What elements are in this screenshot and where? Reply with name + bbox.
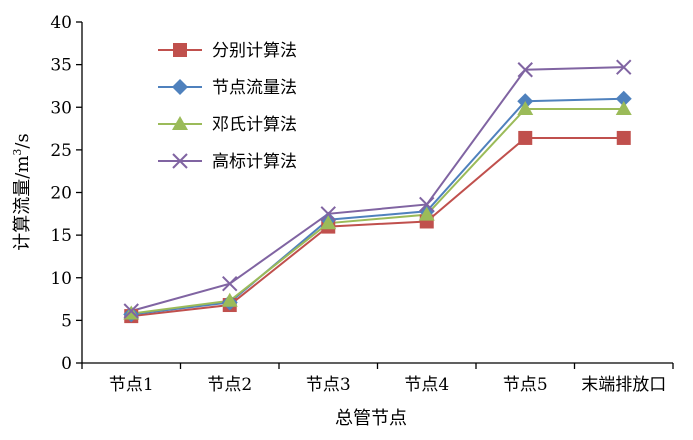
marker-diamond xyxy=(172,79,188,95)
marker-triangle xyxy=(615,100,632,115)
x-tick-label: 末端排放口 xyxy=(581,375,666,395)
marker-square xyxy=(173,43,187,57)
y-axis-title-sup: 3 xyxy=(11,149,24,156)
marker-x xyxy=(222,276,238,292)
marker-triangle xyxy=(517,100,534,115)
y-tick-label: 25 xyxy=(50,141,72,161)
series-line xyxy=(130,66,624,312)
y-tick-label: 30 xyxy=(50,98,72,118)
marker-x-stroke xyxy=(123,303,139,319)
y-tick-label: 5 xyxy=(61,311,72,331)
marker-x-stroke xyxy=(419,196,435,213)
x-tick-label: 节点4 xyxy=(404,375,449,395)
series-markers xyxy=(123,59,632,324)
marker-triangle xyxy=(172,116,188,130)
marker-square xyxy=(616,130,631,145)
legend-label: 高标计算法 xyxy=(212,152,297,172)
legend-label: 邓氏计算法 xyxy=(212,115,297,135)
marker-triangle xyxy=(320,215,337,230)
y-axis-title-main: 计算流量/m xyxy=(12,156,33,251)
y-axis-title-tail: /s xyxy=(12,133,33,148)
marker-x-stroke xyxy=(172,153,188,169)
x-tick-label: 节点3 xyxy=(306,375,351,395)
x-axis-title: 总管节点 xyxy=(335,408,407,429)
marker-triangle xyxy=(418,206,435,221)
series-line xyxy=(131,107,624,315)
axes: 0 5 10 15 20 25 30 35 40 节点1 节点2 节点3 节点4 节点5 末端排放口 xyxy=(50,13,674,395)
x-tick-label: 节点2 xyxy=(207,375,252,395)
series-lines xyxy=(130,66,624,318)
y-tick-label: 40 xyxy=(50,13,72,33)
x-tick-label: 节点1 xyxy=(109,375,154,395)
marker-x xyxy=(320,206,336,222)
marker-x xyxy=(616,59,632,75)
marker-x-stroke xyxy=(616,59,632,75)
y-tick-label: 35 xyxy=(50,56,72,76)
y-axis-title: 计算流量/m3/s xyxy=(11,133,33,250)
legend-label: 分别计算法 xyxy=(212,41,297,61)
marker-x xyxy=(419,196,435,213)
x-tick-label: 节点5 xyxy=(503,375,548,395)
marker-x xyxy=(172,153,188,169)
y-tick-label: 0 xyxy=(61,354,72,374)
marker-x-stroke xyxy=(517,62,533,78)
series-line xyxy=(131,136,624,318)
y-tick-label: 20 xyxy=(50,184,72,204)
y-tick-label: 15 xyxy=(50,226,72,246)
marker-triangle xyxy=(221,292,238,307)
marker-square xyxy=(518,130,533,145)
legend-label: 节点流量法 xyxy=(212,78,297,98)
marker-x-stroke xyxy=(320,206,336,222)
marker-x-stroke xyxy=(222,276,238,292)
marker-x xyxy=(517,62,533,78)
marker-diamond xyxy=(615,90,632,107)
series-line xyxy=(131,97,624,316)
marker-x xyxy=(123,303,139,319)
y-tick-label: 10 xyxy=(50,269,72,289)
